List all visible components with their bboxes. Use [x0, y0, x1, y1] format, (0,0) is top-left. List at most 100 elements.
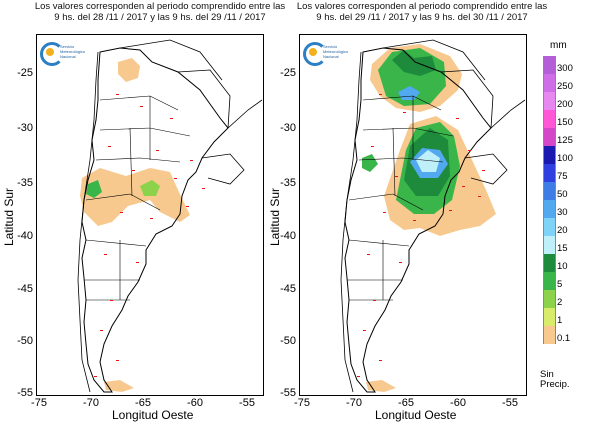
legend-label: 20 — [557, 225, 568, 236]
legend-no-precip-line2: Precip. — [540, 379, 570, 390]
legend-label: 250 — [557, 81, 573, 92]
logo-sun-icon — [46, 48, 54, 56]
right-ytick: -45 — [280, 283, 296, 295]
right-xlabel: Longitud Oeste — [375, 408, 457, 422]
legend-label: 15 — [557, 243, 568, 254]
legend-swatch — [543, 164, 556, 182]
legend-label: 150 — [557, 117, 573, 128]
left-brazil-border — [227, 99, 263, 129]
left-xtick: -70 — [83, 397, 99, 409]
left-ytick: -40 — [17, 230, 33, 242]
right-chile-border — [340, 51, 362, 393]
legend-label: 200 — [557, 99, 573, 110]
left-ytick: -30 — [17, 122, 33, 134]
legend-unit: mm — [550, 40, 567, 51]
legend-swatch — [543, 308, 556, 326]
legend-label: 50 — [557, 189, 568, 200]
right-caption: Los valores corresponden al periodo comp… — [292, 1, 552, 23]
left-caption: Los valores corresponden al periodo comp… — [30, 1, 290, 23]
left-ytick: -35 — [17, 177, 33, 189]
legend-no-precip-line1: Sin — [540, 369, 554, 380]
right-station-marks — [357, 94, 485, 377]
legend-label: 100 — [557, 153, 573, 164]
right-ylabel: Latitud Sur — [268, 187, 282, 246]
right-map — [340, 39, 526, 393]
left-precip-area-west — [86, 180, 102, 198]
legend-swatch — [543, 182, 556, 200]
right-province-lines — [347, 95, 454, 301]
left-ytick: -50 — [17, 335, 33, 347]
right-xtick: -60 — [450, 397, 466, 409]
legend-swatch — [543, 290, 556, 308]
left-paraguay-border — [177, 69, 231, 129]
left-precip-area-east — [140, 180, 160, 196]
logo-sun-icon — [309, 48, 317, 56]
right-caption-line1: Los valores corresponden al periodo comp… — [296, 1, 548, 12]
right-precip-area-center-lightblue — [416, 150, 440, 172]
right-precip-area-west — [362, 154, 378, 172]
right-ytick: -25 — [280, 67, 296, 79]
right-precip-area-north-dark — [392, 50, 436, 76]
left-precip-area-north — [118, 58, 140, 82]
legend-label: 75 — [557, 171, 568, 182]
legend-label: 30 — [557, 207, 568, 218]
legend-label: 2 — [557, 297, 563, 308]
logo-line2: Meteorológico — [60, 49, 86, 54]
left-bolivia-border — [119, 39, 223, 81]
left-precip-area-south — [104, 380, 134, 392]
left-station-marks — [94, 94, 205, 377]
legend-swatch — [543, 128, 556, 146]
left-caption-line2: 9 hs. del 28 /11 / 2017 y las 9 hs. del … — [54, 12, 266, 23]
left-ytick: -55 — [17, 387, 33, 399]
legend-swatch — [543, 272, 556, 290]
left-caption-line1: Los valores corresponden al periodo comp… — [34, 1, 286, 12]
left-map-frame — [36, 34, 264, 396]
left-xtick: -65 — [135, 397, 151, 409]
legend-swatch — [543, 146, 556, 164]
legend-label: 5 — [557, 279, 563, 290]
left-xtick: -75 — [31, 397, 47, 409]
logo-line3: Nacional — [60, 54, 76, 59]
left-map — [77, 39, 263, 393]
right-brazil-border — [490, 99, 526, 129]
logo-line3: Nacional — [323, 54, 339, 59]
left-province-lines — [84, 95, 191, 301]
right-ytick: -40 — [280, 230, 296, 242]
legend-label: 300 — [557, 63, 573, 74]
logo-line1: Servicio — [60, 44, 75, 49]
right-ytick: -35 — [280, 177, 296, 189]
left-ylabel: Latitud Sur — [2, 187, 16, 246]
right-ytick: -55 — [280, 387, 296, 399]
legend-swatch — [543, 110, 556, 128]
legend-swatch — [543, 254, 556, 272]
legend-swatch — [543, 56, 556, 74]
left-chile-border — [77, 51, 99, 393]
logo-line1: Servicio — [323, 44, 338, 49]
left-xtick: -60 — [187, 397, 203, 409]
right-xtick: -55 — [502, 397, 518, 409]
right-xtick: -70 — [346, 397, 362, 409]
left-uruguay-border — [201, 153, 245, 185]
logo-ring-icon — [40, 42, 64, 66]
legend-swatch — [543, 236, 556, 254]
legend-swatch — [543, 218, 556, 236]
right-caption-line2: 9 hs. del 29 /11 / 2017 y las 9 hs. del … — [316, 12, 528, 23]
left-xtick: -55 — [239, 397, 255, 409]
right-ytick: -50 — [280, 335, 296, 347]
legend-label: 125 — [557, 135, 573, 146]
left-ytick: -25 — [17, 67, 33, 79]
legend-swatch — [543, 200, 556, 218]
right-uruguay-border — [464, 153, 508, 185]
legend-label: 10 — [557, 261, 568, 272]
legend-swatch — [543, 74, 556, 92]
right-xtick: -75 — [294, 397, 310, 409]
left-ytick: -45 — [17, 283, 33, 295]
legend-label: 0.1 — [557, 333, 571, 344]
right-ytick: -30 — [280, 122, 296, 134]
legend-swatch — [543, 92, 556, 110]
logo-line2: Meteorológico — [323, 49, 349, 54]
left-xlabel: Longitud Oeste — [112, 408, 194, 422]
legend-label: 1 — [557, 315, 563, 326]
right-paraguay-border — [440, 69, 494, 129]
